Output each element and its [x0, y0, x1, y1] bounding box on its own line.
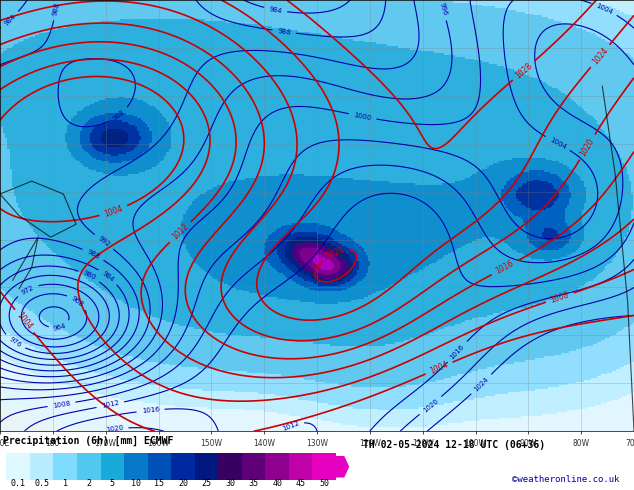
Text: 1028: 1028 [325, 245, 346, 261]
FancyArrow shape [336, 456, 349, 477]
Text: 1016: 1016 [141, 407, 160, 414]
Text: 0.5: 0.5 [34, 479, 49, 489]
Text: 980: 980 [82, 270, 96, 281]
Text: 0.1: 0.1 [11, 479, 25, 489]
Text: ©weatheronline.co.uk: ©weatheronline.co.uk [512, 475, 620, 484]
Text: 1004: 1004 [595, 2, 614, 15]
Text: 1016: 1016 [494, 259, 515, 276]
Text: Precipitation (6h) [mm] ECMWF: Precipitation (6h) [mm] ECMWF [4, 436, 174, 446]
Text: 1004: 1004 [548, 136, 567, 150]
Text: 1008: 1008 [549, 290, 571, 305]
Bar [101, 453, 124, 480]
Bar [124, 453, 148, 480]
Bar [53, 453, 77, 480]
Text: 972: 972 [20, 284, 35, 295]
Bar [30, 453, 53, 480]
Bar [289, 453, 313, 480]
Text: 968: 968 [70, 295, 85, 308]
Text: 988: 988 [86, 248, 101, 260]
Bar [313, 453, 336, 480]
Text: 984: 984 [269, 6, 283, 14]
Text: 25: 25 [202, 479, 212, 489]
Text: 1004: 1004 [103, 204, 124, 219]
Text: 988: 988 [277, 28, 291, 36]
Text: 1008: 1008 [52, 400, 71, 409]
Text: 15: 15 [155, 479, 164, 489]
Text: 35: 35 [249, 479, 259, 489]
Bar [218, 453, 242, 480]
Text: 5: 5 [110, 479, 115, 489]
Text: 1020: 1020 [578, 137, 596, 158]
Text: 20: 20 [178, 479, 188, 489]
Text: 1024: 1024 [473, 376, 490, 392]
Text: 30: 30 [225, 479, 235, 489]
Text: 1004: 1004 [429, 360, 450, 376]
Text: 992: 992 [97, 235, 111, 248]
Text: 1004: 1004 [15, 311, 34, 332]
Bar [242, 453, 266, 480]
Text: 984: 984 [3, 13, 17, 26]
Text: 988: 988 [52, 2, 61, 16]
Text: 40: 40 [272, 479, 282, 489]
Text: 988: 988 [112, 109, 126, 122]
Bar [266, 453, 289, 480]
Bar [6, 453, 30, 480]
Text: 1024: 1024 [590, 46, 610, 66]
Text: 1012: 1012 [101, 400, 120, 410]
Text: 1: 1 [63, 479, 68, 489]
Text: 1016: 1016 [449, 343, 466, 361]
Bar [148, 453, 171, 480]
Text: 976: 976 [8, 336, 22, 348]
Text: 964: 964 [52, 322, 67, 332]
Text: 984: 984 [101, 270, 115, 283]
Text: 1012: 1012 [170, 222, 190, 242]
Text: 1000: 1000 [353, 112, 372, 121]
Text: 2: 2 [86, 479, 91, 489]
Text: 1012: 1012 [281, 419, 300, 432]
Text: 1020: 1020 [105, 425, 124, 434]
Bar [195, 453, 218, 480]
Bar [171, 453, 195, 480]
Text: 45: 45 [295, 479, 306, 489]
Text: 50: 50 [320, 479, 329, 489]
Text: TH 02-05-2024 12-18 UTC (06+36): TH 02-05-2024 12-18 UTC (06+36) [363, 440, 545, 450]
Text: 1020: 1020 [422, 397, 439, 414]
Bar [77, 453, 101, 480]
Text: 1028: 1028 [514, 61, 534, 80]
Text: 10: 10 [131, 479, 141, 489]
Text: 996: 996 [438, 1, 448, 16]
